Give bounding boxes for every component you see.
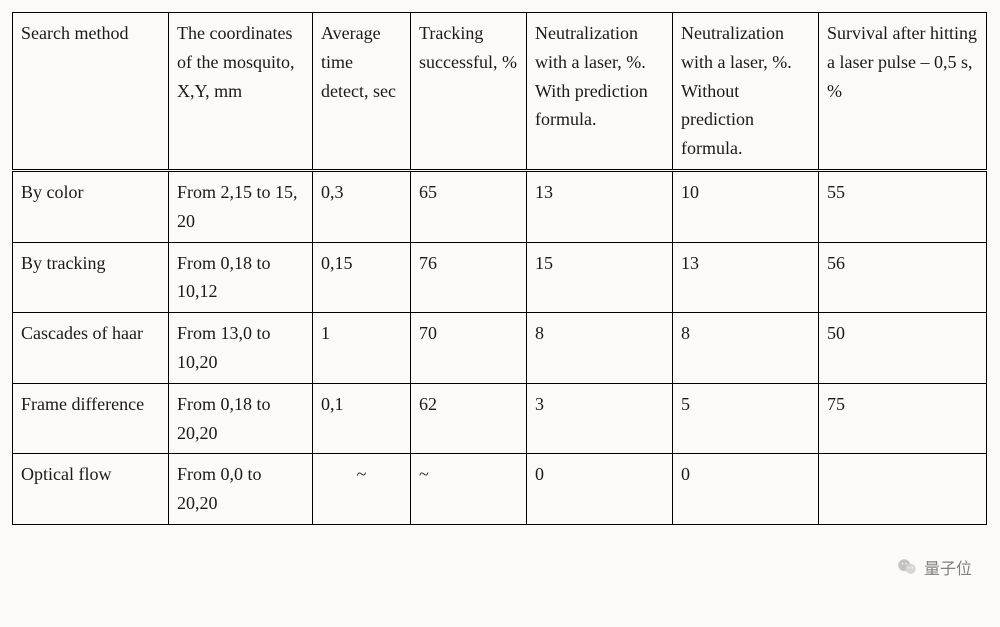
- watermark: 量子位: [896, 555, 972, 579]
- header-row: Search method The coordinates of the mos…: [13, 13, 987, 171]
- table-cell: Cascades of haar: [13, 313, 169, 384]
- table-cell: 75: [819, 383, 987, 454]
- table-cell: 50: [819, 313, 987, 384]
- table-cell: 70: [411, 313, 527, 384]
- table-cell: 15: [527, 242, 673, 313]
- table-cell: 0,15: [313, 242, 411, 313]
- table-cell: 55: [819, 170, 987, 242]
- table-cell: 8: [673, 313, 819, 384]
- table-cell: 0: [673, 454, 819, 525]
- table-cell: From 0,18 to 20,20: [169, 383, 313, 454]
- table-cell: Optical flow: [13, 454, 169, 525]
- col-header-coordinates: The coordinates of the mosquito, X,Y, mm: [169, 13, 313, 171]
- table-row: By colorFrom 2,15 to 15, 200,365131055: [13, 170, 987, 242]
- table-cell: 56: [819, 242, 987, 313]
- table-body: By colorFrom 2,15 to 15, 200,365131055By…: [13, 170, 987, 524]
- table-cell: ~: [313, 454, 411, 525]
- table-row: Optical flowFrom 0,0 to 20,20~~00: [13, 454, 987, 525]
- table-cell: Frame difference: [13, 383, 169, 454]
- col-header-neutralization-with: Neutralization with a laser, %. With pre…: [527, 13, 673, 171]
- table-cell: 13: [527, 170, 673, 242]
- results-table-wrap: Search method The coordinates of the mos…: [12, 12, 986, 525]
- table-cell: From 0,18 to 10,12: [169, 242, 313, 313]
- col-header-search-method: Search method: [13, 13, 169, 171]
- table-cell: 62: [411, 383, 527, 454]
- table-cell: ~: [411, 454, 527, 525]
- table-cell: By tracking: [13, 242, 169, 313]
- table-cell: 0: [527, 454, 673, 525]
- table-cell: From 13,0 to 10,20: [169, 313, 313, 384]
- table-head: Search method The coordinates of the mos…: [13, 13, 987, 171]
- col-header-survival: Survival after hitting a laser pulse – 0…: [819, 13, 987, 171]
- table-cell: [819, 454, 987, 525]
- table-cell: From 0,0 to 20,20: [169, 454, 313, 525]
- table-cell: 10: [673, 170, 819, 242]
- table-cell: 3: [527, 383, 673, 454]
- wechat-icon: [896, 556, 918, 578]
- table-cell: 13: [673, 242, 819, 313]
- col-header-neutralization-without: Neutralization with a laser, %. Without …: [673, 13, 819, 171]
- table-row: Frame differenceFrom 0,18 to 20,200,1623…: [13, 383, 987, 454]
- table-cell: 0,1: [313, 383, 411, 454]
- table-cell: 0,3: [313, 170, 411, 242]
- table-cell: 5: [673, 383, 819, 454]
- table-cell: By color: [13, 170, 169, 242]
- table-cell: 1: [313, 313, 411, 384]
- table-cell: 65: [411, 170, 527, 242]
- watermark-text: 量子位: [924, 555, 972, 579]
- table-cell: 76: [411, 242, 527, 313]
- results-table: Search method The coordinates of the mos…: [12, 12, 987, 525]
- table-cell: 8: [527, 313, 673, 384]
- col-header-tracking: Tracking successful, %: [411, 13, 527, 171]
- table-cell: From 2,15 to 15, 20: [169, 170, 313, 242]
- table-row: Cascades of haarFrom 13,0 to 10,20170885…: [13, 313, 987, 384]
- table-row: By trackingFrom 0,18 to 10,120,157615135…: [13, 242, 987, 313]
- col-header-avg-time: Average time detect, sec: [313, 13, 411, 171]
